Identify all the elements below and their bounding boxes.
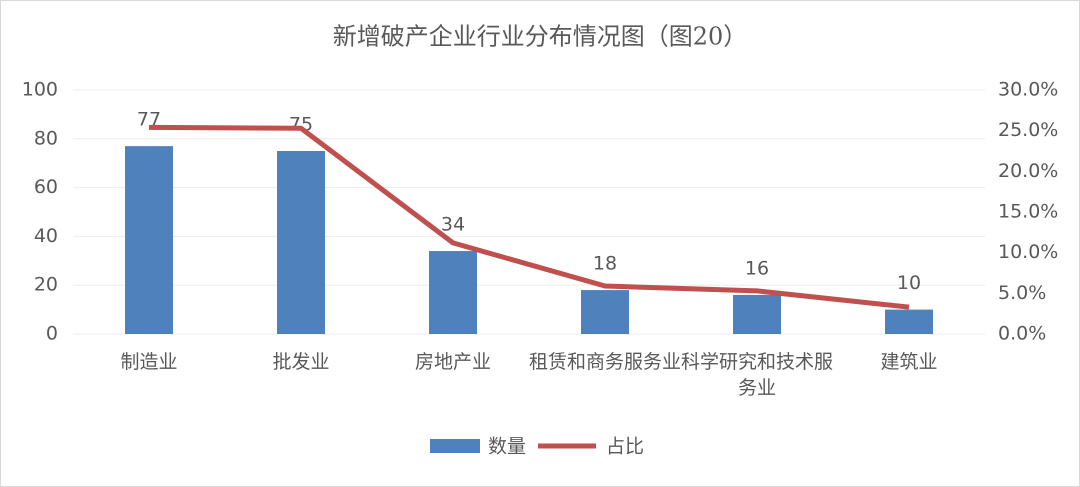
y-tick-label: 80 xyxy=(34,127,58,149)
y2-tick-label: 20.0% xyxy=(998,160,1058,182)
x-tick-label: 租赁和商务服务业 xyxy=(529,351,682,373)
bar xyxy=(277,151,325,334)
y-tick-label: 100 xyxy=(22,79,58,101)
bar xyxy=(429,251,477,334)
legend-label: 占比 xyxy=(606,436,644,458)
y2-tick-label: 25.0% xyxy=(998,119,1058,141)
legend-swatch xyxy=(430,439,480,453)
y-tick-label: 60 xyxy=(34,176,58,198)
x-tick-label: 科学研究和技术服务业 xyxy=(681,351,834,399)
y2-tick-label: 15.0% xyxy=(998,201,1058,223)
y2-tick-label: 0.0% xyxy=(998,323,1046,345)
x-tick-label: 制造业 xyxy=(120,351,178,373)
legend-label: 数量 xyxy=(488,436,526,458)
y-tick-label: 0 xyxy=(46,323,58,345)
x-tick-label: 批发业 xyxy=(272,351,330,373)
line-series xyxy=(148,124,910,310)
x-tick-label: 建筑业 xyxy=(880,351,938,373)
bar xyxy=(581,290,629,334)
y2-tick-label: 30.0% xyxy=(998,79,1058,101)
y-tick-label: 40 xyxy=(34,225,58,247)
y2-tick-label: 5.0% xyxy=(998,282,1046,304)
data-label: 34 xyxy=(441,214,465,236)
data-label: 16 xyxy=(745,257,769,279)
bar xyxy=(733,294,781,334)
x-tick-label: 房地产业 xyxy=(414,351,491,373)
y2-tick-label: 10.0% xyxy=(998,241,1058,263)
bar xyxy=(885,309,933,334)
chart-title: 新增破产企业行业分布情况图（图20） xyxy=(333,23,748,51)
data-label: 18 xyxy=(593,253,617,275)
bar xyxy=(125,146,173,334)
y-tick-label: 20 xyxy=(34,274,58,296)
data-label: 10 xyxy=(897,272,921,294)
